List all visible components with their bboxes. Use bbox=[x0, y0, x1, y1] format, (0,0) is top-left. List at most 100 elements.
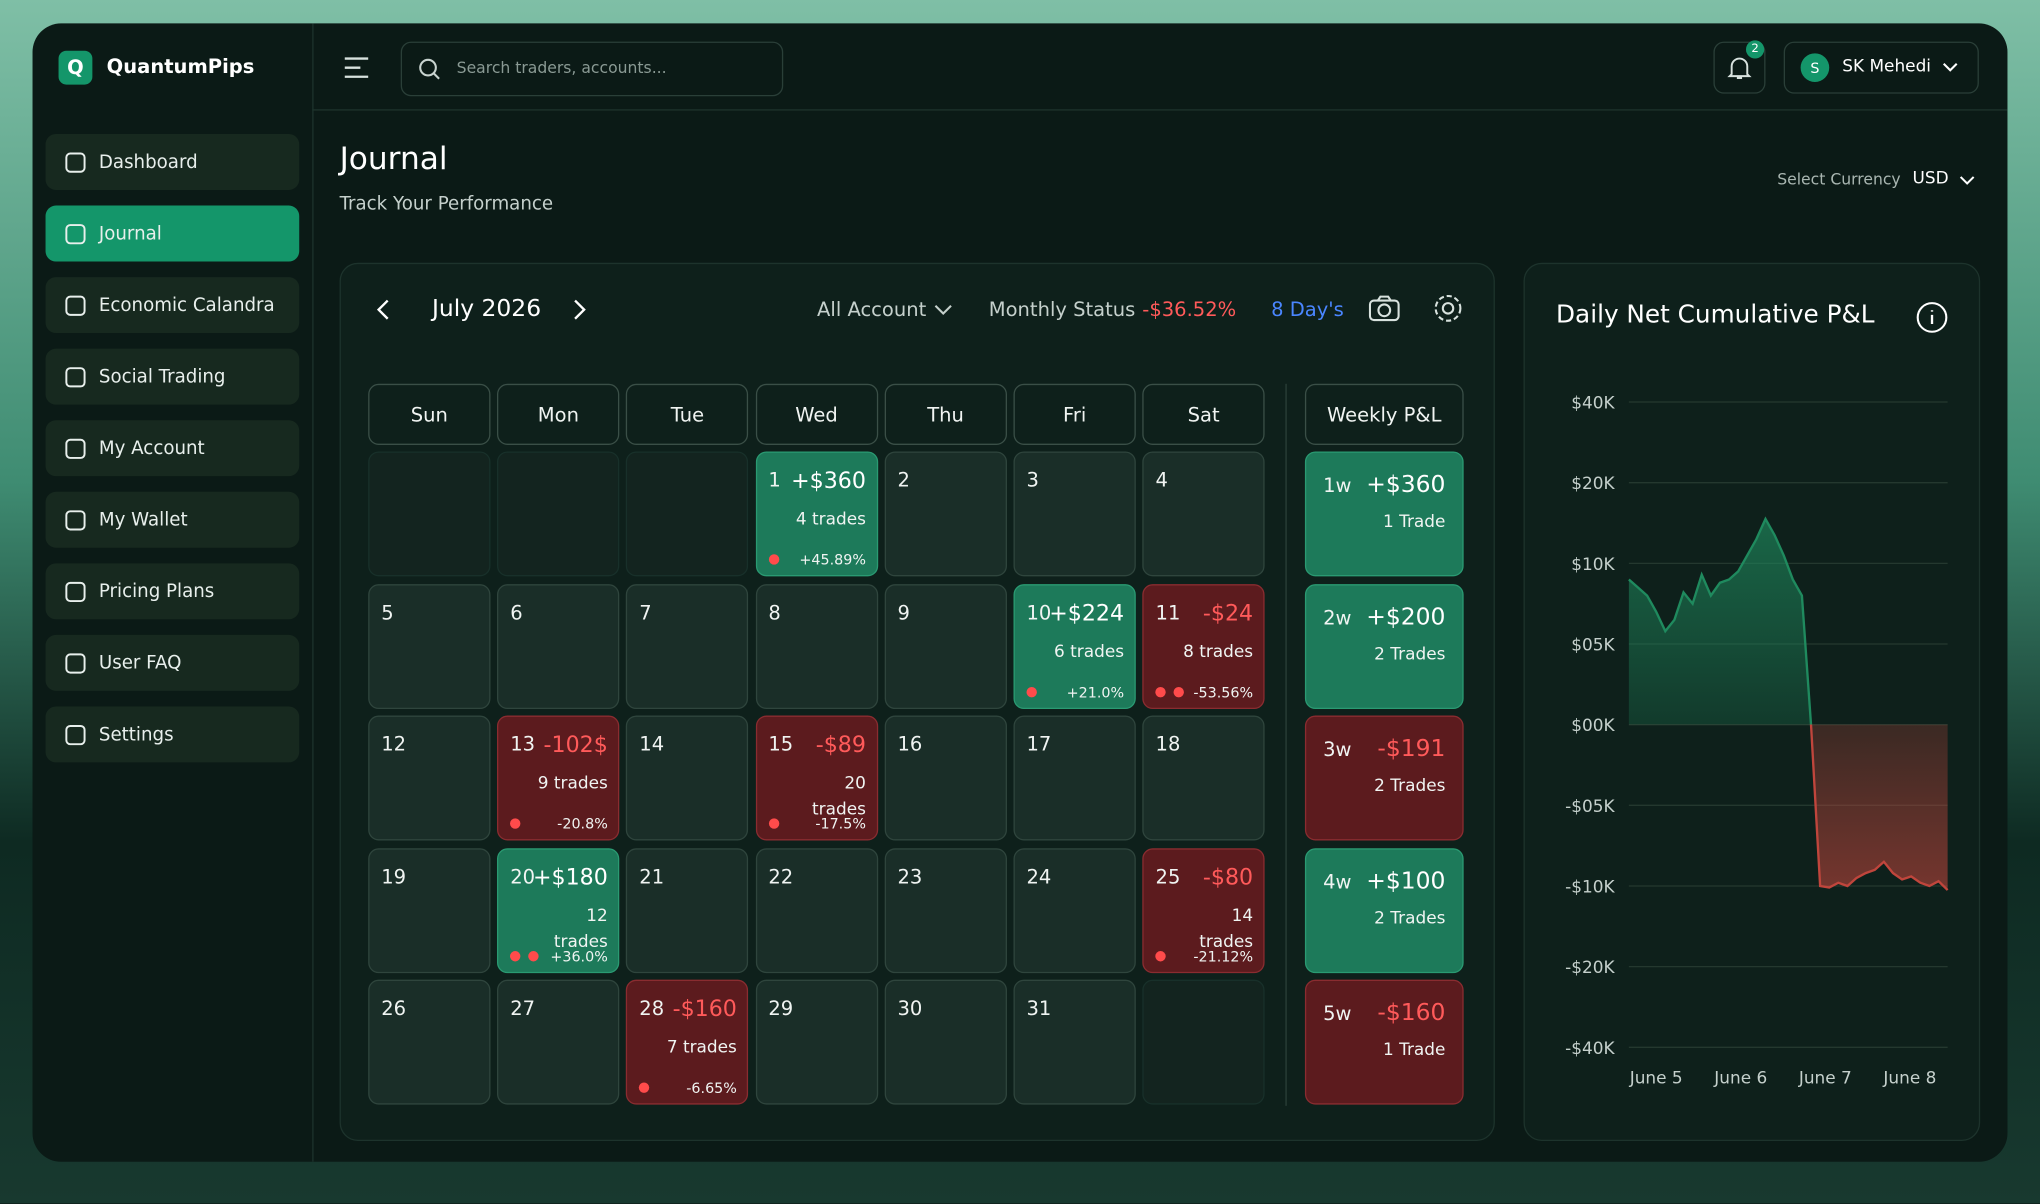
day-cell[interactable]: 12 bbox=[368, 715, 491, 841]
nav-item[interactable]: Settings bbox=[45, 706, 300, 763]
y-tick-label: -$05K bbox=[1565, 796, 1615, 816]
nav-item[interactable]: My Wallet bbox=[45, 491, 300, 548]
day-number: 3 bbox=[1026, 468, 1039, 492]
weekly-header: Weekly P&L bbox=[1304, 383, 1464, 445]
day-cell[interactable]: 15 -$89 20 trades -17.5% bbox=[755, 715, 878, 841]
y-tick-label: $00K bbox=[1571, 715, 1615, 735]
day-pnl: +$224 bbox=[1049, 600, 1125, 627]
week-trades: 1 Trade bbox=[1382, 1040, 1446, 1061]
week-cell[interactable]: 5w -$160 1 Trade bbox=[1304, 979, 1464, 1105]
day-cell[interactable]: 19 bbox=[368, 847, 491, 973]
day-number: 6 bbox=[510, 600, 523, 624]
day-cell[interactable]: 27 bbox=[497, 979, 620, 1105]
day-cell[interactable]: 6 bbox=[497, 583, 620, 709]
day-number: 24 bbox=[1026, 864, 1052, 888]
weekday-header: Tue bbox=[626, 383, 749, 445]
chevron bbox=[934, 305, 952, 316]
day-cell bbox=[626, 451, 749, 577]
day-cell[interactable]: 24 bbox=[1013, 847, 1136, 973]
nav-item[interactable]: My Account bbox=[45, 420, 300, 477]
y-tick-label: $40K bbox=[1571, 393, 1615, 413]
day-cell[interactable]: 16 bbox=[884, 715, 1007, 841]
day-cell[interactable]: 25 -$80 14 trades -21.12% bbox=[1142, 847, 1265, 973]
week-cell[interactable]: 4w +$100 2 Trades bbox=[1304, 847, 1464, 973]
status-value: -$36.52% bbox=[1142, 297, 1237, 322]
line bbox=[1628, 516, 1949, 891]
day-pnl: +$360 bbox=[791, 468, 866, 495]
nav-icon bbox=[65, 724, 86, 745]
camera-icon[interactable] bbox=[1367, 293, 1401, 324]
day-cell[interactable]: 14 bbox=[626, 715, 749, 841]
week-cell[interactable]: 1w +$360 1 Trade bbox=[1304, 451, 1464, 577]
nav-item[interactable]: User FAQ bbox=[45, 634, 300, 691]
day-pnl: +$180 bbox=[532, 864, 608, 891]
app-frame: Q QuantumPips Dashboard Journal Economic C… bbox=[32, 23, 2008, 1162]
currency-label: Select Currency bbox=[1777, 170, 1901, 189]
prev-month[interactable] bbox=[375, 298, 393, 321]
chart-panel: Daily Net Cumulative P&L $40K $20K $10K $05… bbox=[1523, 262, 1981, 1141]
day-pnl: -102$ bbox=[543, 732, 608, 759]
nav-icon bbox=[65, 151, 86, 173]
day-number: 8 bbox=[768, 600, 781, 624]
week-cell[interactable]: 3w -$191 2 Trades bbox=[1304, 715, 1464, 841]
trade-dot bbox=[1026, 686, 1037, 697]
day-cell[interactable]: 10 +$224 6 trades +21.0% bbox=[1013, 583, 1136, 709]
day-cell[interactable]: 23 bbox=[884, 847, 1007, 973]
day-cell[interactable]: 22 bbox=[755, 847, 878, 973]
day-cell[interactable]: 3 bbox=[1013, 451, 1136, 577]
day-cell[interactable]: 8 bbox=[755, 583, 878, 709]
day-cell[interactable]: 13 -102$ 9 trades -20.8% bbox=[497, 715, 620, 841]
day-cell[interactable]: 7 bbox=[626, 583, 749, 709]
trade-dot bbox=[639, 1082, 650, 1093]
notification-button[interactable]: 2 bbox=[1713, 40, 1766, 94]
nav-item[interactable]: Pricing Plans bbox=[45, 563, 300, 620]
nav-item[interactable]: Social Trading bbox=[45, 348, 300, 405]
nav-item[interactable]: Dashboard bbox=[45, 134, 300, 190]
nav-icon bbox=[65, 581, 86, 602]
user-menu[interactable]: S SK Mehedi bbox=[1783, 41, 1979, 94]
day-cell[interactable]: 26 bbox=[368, 979, 491, 1105]
nav-icon bbox=[65, 652, 86, 673]
day-cell[interactable]: 20 +$180 12 trades +36.0% bbox=[497, 847, 620, 973]
day-cell[interactable]: 30 bbox=[884, 979, 1007, 1105]
menu-icon[interactable] bbox=[342, 55, 371, 81]
day-cell[interactable]: 4 bbox=[1142, 451, 1265, 577]
day-number: 20 bbox=[510, 864, 536, 888]
day-cell[interactable]: 29 bbox=[755, 979, 878, 1105]
day-cell[interactable]: 21 bbox=[626, 847, 749, 973]
day-cell[interactable]: 17 bbox=[1013, 715, 1136, 841]
y-tick-label: -$10K bbox=[1565, 876, 1615, 896]
nav-label: My Wallet bbox=[98, 509, 188, 531]
nav-icon bbox=[65, 366, 86, 387]
day-trades: 7 trades bbox=[666, 1038, 737, 1058]
day-cell[interactable]: 28 -$160 7 trades -6.65% bbox=[626, 979, 749, 1105]
day-pct: -6.65% bbox=[686, 1079, 737, 1097]
status-label: Monthly Status bbox=[988, 297, 1136, 322]
week-trades: 1 Trade bbox=[1382, 512, 1446, 533]
week-pnl: +$360 bbox=[1366, 470, 1446, 499]
pnl-chart: $40K $20K $10K $05K $00K -$05K -$10K -$20K -$40K… bbox=[1565, 393, 1949, 1088]
day-cell[interactable]: 2 bbox=[884, 451, 1007, 577]
week-cell[interactable]: 2w +$200 2 Trades bbox=[1304, 583, 1464, 709]
account-select[interactable]: All Account bbox=[817, 297, 927, 322]
day-cell[interactable]: 5 bbox=[368, 583, 491, 709]
currency-select[interactable]: USD bbox=[1912, 169, 1949, 189]
day-number: 16 bbox=[897, 732, 923, 756]
day-number: 5 bbox=[381, 600, 394, 624]
search-box[interactable]: Search traders, accounts... bbox=[400, 41, 784, 97]
area bbox=[1628, 518, 1948, 891]
day-cell[interactable]: 31 bbox=[1013, 979, 1136, 1105]
trade-dot bbox=[528, 950, 539, 961]
week-trades: 2 Trades bbox=[1374, 908, 1446, 929]
next-month[interactable] bbox=[570, 298, 588, 321]
day-cell[interactable]: 1 +$360 4 trades +45.89% bbox=[755, 451, 878, 577]
day-cell[interactable]: 18 bbox=[1142, 715, 1265, 841]
settings-icon[interactable] bbox=[1431, 291, 1465, 325]
day-number: 1 bbox=[768, 468, 781, 492]
day-cell[interactable]: 11 -$24 8 trades -53.56% bbox=[1142, 583, 1265, 709]
nav-item[interactable]: Economic Calandra bbox=[45, 277, 300, 334]
page-subtitle: Track Your Performance bbox=[339, 193, 554, 215]
day-cell[interactable]: 9 bbox=[884, 583, 1007, 709]
nav-item[interactable]: Journal bbox=[45, 205, 300, 262]
info-icon[interactable] bbox=[1915, 301, 1949, 335]
